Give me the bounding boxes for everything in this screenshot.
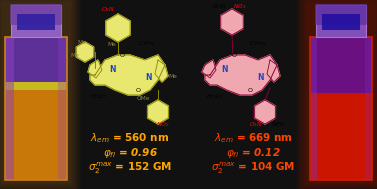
Text: N: N (257, 74, 263, 83)
Polygon shape (76, 42, 93, 62)
Text: $H_{15}C_7$: $H_{15}C_7$ (206, 92, 224, 101)
Text: O: O (231, 53, 236, 58)
FancyBboxPatch shape (315, 4, 367, 25)
Polygon shape (205, 55, 277, 95)
Bar (5, 36, 67, 85)
Bar (5, 36, 67, 180)
Polygon shape (148, 100, 169, 124)
Text: OMe: OMe (136, 96, 150, 101)
Text: $\lambda_{em}$ = 669 nm: $\lambda_{em}$ = 669 nm (214, 131, 292, 145)
Bar (5, 36, 67, 180)
Text: $NEt_2$: $NEt_2$ (271, 120, 285, 129)
Bar (310, 36, 372, 92)
Text: $C_7H_{15}$: $C_7H_{15}$ (249, 39, 267, 48)
Text: $Et_2N$: $Et_2N$ (213, 2, 227, 11)
Bar (316, 5, 366, 36)
Text: $\sigma_2^{max}$ = 152 GM: $\sigma_2^{max}$ = 152 GM (88, 160, 172, 176)
Text: N: N (110, 66, 116, 74)
Text: $\lambda_{em}$ = 560 nm: $\lambda_{em}$ = 560 nm (90, 131, 170, 145)
Polygon shape (221, 9, 243, 35)
Text: $C_7H_{15}$: $C_7H_{15}$ (138, 39, 156, 48)
Text: Me: Me (70, 53, 80, 58)
Polygon shape (155, 60, 168, 82)
Text: O: O (247, 88, 253, 93)
Bar (5, 82, 67, 90)
Text: $NO_2$: $NO_2$ (233, 2, 247, 11)
Polygon shape (90, 55, 165, 95)
Polygon shape (88, 60, 102, 78)
Text: O: O (135, 88, 141, 93)
Text: Me: Me (168, 74, 177, 79)
Polygon shape (202, 60, 216, 78)
Bar (11, 5, 61, 36)
Text: $O_2N$: $O_2N$ (249, 120, 263, 129)
Bar (322, 14, 360, 30)
FancyBboxPatch shape (10, 4, 62, 25)
Text: Me: Me (78, 40, 86, 45)
Bar (365, 36, 372, 180)
Text: $\varphi_{fl}$ = 0.96: $\varphi_{fl}$ = 0.96 (103, 146, 158, 160)
Bar (310, 36, 372, 180)
Polygon shape (267, 60, 280, 82)
Bar (310, 36, 317, 180)
Text: $O_2N$: $O_2N$ (101, 5, 115, 14)
Bar (5, 36, 14, 180)
Polygon shape (254, 100, 275, 124)
Bar (11, 5, 61, 36)
Text: N: N (222, 66, 228, 74)
Text: $\varphi_{fl}$ = 0.12: $\varphi_{fl}$ = 0.12 (226, 146, 280, 160)
Text: Me: Me (107, 42, 116, 47)
Text: N: N (145, 74, 151, 83)
Text: $\sigma_2^{max}$ = 104 GM: $\sigma_2^{max}$ = 104 GM (211, 160, 295, 176)
Bar (17, 14, 55, 30)
Bar (316, 5, 366, 36)
Text: O: O (120, 53, 124, 58)
Text: $NO_2$: $NO_2$ (156, 120, 170, 129)
Bar (310, 36, 372, 180)
Text: $H_{15}C_7$: $H_{15}C_7$ (90, 92, 108, 101)
Polygon shape (106, 14, 130, 42)
Bar (58, 36, 67, 180)
